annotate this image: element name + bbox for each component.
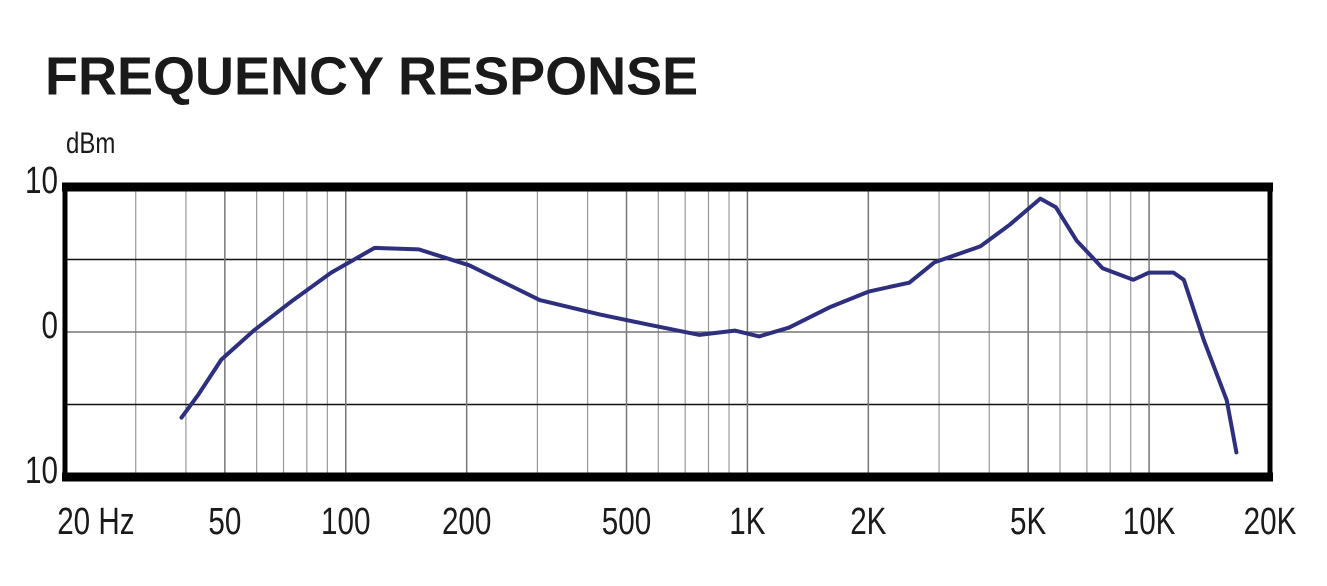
y-axis-label: dBm xyxy=(66,125,115,159)
x-tick-label: 20 Hz xyxy=(57,501,134,543)
x-tick-label: 200 xyxy=(442,501,491,543)
x-tick-label: 50 xyxy=(208,501,241,543)
x-tick-label: 1K xyxy=(729,501,765,543)
x-tick-label: 20K xyxy=(1244,501,1297,543)
x-tick-label: 2K xyxy=(850,501,886,543)
x-tick-label: 100 xyxy=(321,501,370,543)
y-tick-label: 10 xyxy=(25,450,58,492)
chart-title: FREQUENCY RESPONSE xyxy=(45,46,698,106)
y-tick-label: 10 xyxy=(25,160,58,202)
x-tick-label: 500 xyxy=(602,501,651,543)
x-tick-label: 5K xyxy=(1010,501,1046,543)
response-line xyxy=(179,196,1239,455)
x-tick-label: 10K xyxy=(1123,501,1176,543)
y-tick-label: 0 xyxy=(42,305,58,347)
